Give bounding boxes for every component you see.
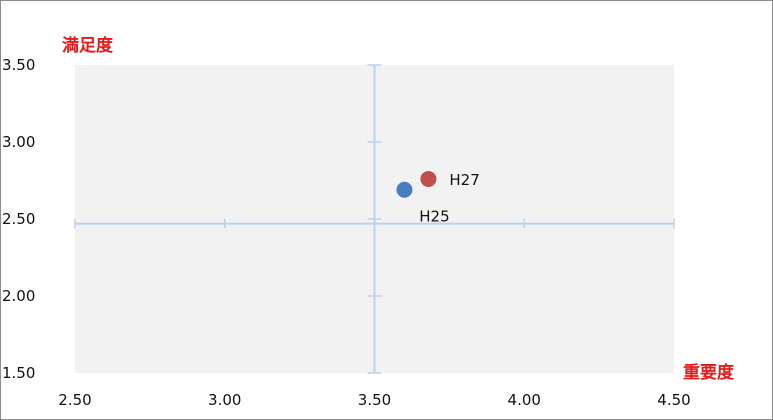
y-tick-label: 3.00 — [2, 133, 35, 151]
x-axis-title: 重要度 — [683, 362, 735, 383]
x-tick-label: 4.00 — [508, 391, 541, 409]
x-tick-label: 3.50 — [358, 391, 391, 409]
x-tick-label: 4.50 — [657, 391, 690, 409]
y-tick-label: 3.50 — [2, 56, 35, 74]
y-tick-label: 2.00 — [2, 287, 35, 305]
x-tick-label: 3.00 — [208, 391, 241, 409]
y-tick-label: 2.50 — [2, 210, 35, 228]
data-label-h27: H27 — [449, 171, 479, 189]
x-tick-label: 2.50 — [58, 391, 91, 409]
data-label-h25: H25 — [419, 208, 449, 226]
y-axis-title: 満足度 — [62, 35, 114, 56]
y-tick-label: 1.50 — [2, 364, 35, 382]
data-point-h27 — [420, 171, 436, 187]
x-tick-labels: 2.50 3.00 3.50 4.00 4.50 — [58, 391, 690, 409]
y-tick-labels: 3.50 3.00 2.50 2.00 1.50 — [2, 56, 35, 382]
data-point-h25 — [396, 182, 412, 198]
